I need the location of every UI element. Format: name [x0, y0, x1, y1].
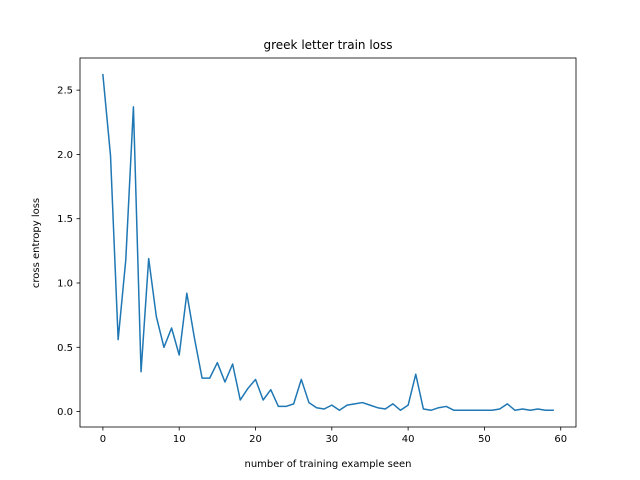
x-tick-label: 40 — [402, 434, 415, 445]
y-axis-label: cross entropy loss — [31, 198, 42, 288]
plot-area — [79, 57, 577, 428]
x-tick-label: 30 — [325, 434, 338, 445]
loss-series-line — [102, 73, 554, 412]
y-tick-label: 0.5 — [57, 343, 73, 354]
x-axis-ticks: 0 10 20 30 40 50 60 — [100, 427, 567, 445]
x-tick-label: 50 — [478, 434, 491, 445]
plot-frame — [79, 57, 577, 428]
y-tick-label: 1.5 — [57, 214, 73, 225]
y-tick-label: 2.5 — [57, 86, 73, 97]
x-tick-label: 60 — [554, 434, 567, 445]
y-axis-ticks: 0.0 0.5 1.0 1.5 2.0 2.5 — [57, 86, 80, 418]
x-axis-label: number of training example seen — [244, 459, 411, 470]
x-tick-label: 10 — [173, 434, 186, 445]
chart-title: greek letter train loss — [264, 38, 393, 52]
y-tick-label: 2.0 — [57, 150, 73, 161]
y-tick-label: 1.0 — [57, 279, 73, 290]
x-tick-label: 20 — [249, 434, 262, 445]
series-layer — [102, 73, 554, 412]
x-tick-label: 0 — [100, 434, 106, 445]
y-tick-label: 0.0 — [57, 407, 73, 418]
